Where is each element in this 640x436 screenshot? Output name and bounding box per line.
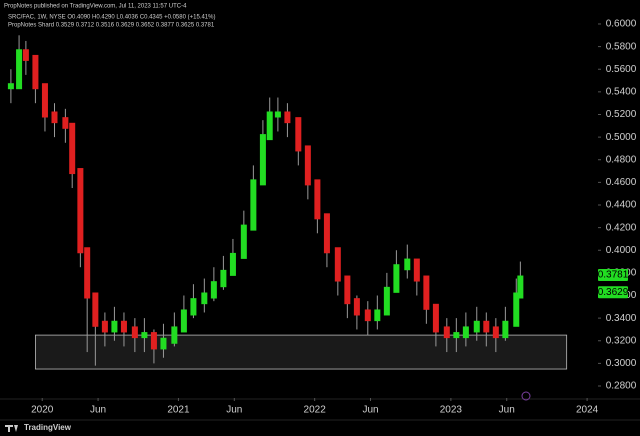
candle-body bbox=[443, 326, 450, 339]
candle-body bbox=[190, 298, 197, 316]
candle-body bbox=[364, 309, 371, 322]
candle-body bbox=[141, 332, 148, 339]
candle-body bbox=[180, 309, 187, 333]
price-label-box bbox=[598, 269, 628, 282]
candle-body bbox=[101, 320, 108, 333]
candle-body bbox=[462, 326, 469, 339]
candle-body bbox=[32, 54, 39, 90]
y-tick-label: 0.3200 bbox=[606, 335, 637, 346]
candle-body bbox=[77, 168, 84, 254]
price-label: 0.3781 bbox=[598, 270, 629, 281]
candle-body bbox=[353, 298, 360, 316]
candle-body bbox=[304, 145, 311, 186]
candle-body bbox=[150, 332, 157, 350]
candle-body bbox=[51, 111, 58, 124]
candle-body bbox=[16, 49, 23, 90]
candle-body bbox=[323, 213, 330, 254]
price-label: 0.3629 bbox=[598, 287, 629, 298]
price-label-box bbox=[598, 286, 628, 299]
y-tick-label: 0.5600 bbox=[606, 64, 637, 75]
y-tick-label: 0.4400 bbox=[606, 200, 637, 211]
event-icon[interactable] bbox=[521, 391, 531, 401]
candle-body bbox=[259, 134, 266, 186]
y-tick-label: 0.4800 bbox=[606, 154, 637, 165]
candle-body bbox=[473, 320, 480, 333]
y-tick-label: 0.5000 bbox=[606, 132, 637, 143]
footer-logo: TradingView bbox=[24, 423, 72, 432]
x-tick-label: 2023 bbox=[440, 405, 463, 416]
candle-body bbox=[131, 326, 138, 339]
y-tick-label: 0.6000 bbox=[606, 19, 637, 30]
candle-body bbox=[453, 332, 460, 339]
candle-body bbox=[432, 303, 439, 333]
x-tick-label: 2021 bbox=[167, 405, 190, 416]
candle-body bbox=[84, 247, 91, 299]
x-tick-label: 2024 bbox=[576, 405, 599, 416]
candle-body bbox=[201, 292, 208, 305]
candle-body bbox=[517, 275, 524, 299]
x-tick-label: 2022 bbox=[304, 405, 327, 416]
candle-body bbox=[413, 258, 420, 282]
candle-body bbox=[220, 269, 227, 288]
candle-body bbox=[41, 83, 48, 118]
x-tick-label: Jun bbox=[362, 405, 378, 416]
x-tick-label: Jun bbox=[90, 405, 106, 416]
candle-body bbox=[284, 111, 291, 124]
candle-body bbox=[344, 275, 351, 305]
x-tick-label: 2020 bbox=[31, 405, 54, 416]
candle-body bbox=[513, 292, 520, 327]
indicator-line: PropNotes Shard 0.3529 0.3712 0.3516 0.3… bbox=[8, 23, 215, 29]
candle-body bbox=[240, 224, 247, 259]
y-tick-label: 0.5200 bbox=[606, 109, 637, 120]
candle-body bbox=[295, 117, 302, 152]
y-tick-label: 0.4000 bbox=[606, 245, 637, 256]
x-tick-label: Jun bbox=[226, 405, 242, 416]
candle-body bbox=[92, 292, 99, 327]
candle-body bbox=[22, 49, 29, 61]
candle-body bbox=[393, 264, 400, 293]
candle-body bbox=[374, 309, 381, 322]
candle-body bbox=[210, 281, 217, 299]
candle-body bbox=[423, 275, 430, 310]
publisher: PropNotes published on TradingView.com, … bbox=[4, 4, 187, 10]
candle-body bbox=[229, 252, 236, 276]
logo-icon bbox=[5, 425, 18, 432]
y-tick-label: 0.5800 bbox=[606, 41, 637, 52]
symbol-line: SRC/FAC, 1W, NYSE O0.4090 H0.4290 L0.403… bbox=[8, 15, 215, 21]
candle-body bbox=[250, 179, 257, 231]
candle-body bbox=[62, 117, 69, 129]
y-tick-label: 0.5400 bbox=[606, 87, 637, 98]
support-zone bbox=[35, 334, 568, 370]
candle-body bbox=[171, 326, 178, 344]
candle-body bbox=[314, 179, 321, 220]
candle-body bbox=[7, 83, 14, 90]
candle-body bbox=[334, 247, 341, 282]
y-tick-label: 0.4600 bbox=[606, 177, 637, 188]
candle-body bbox=[111, 320, 118, 333]
candle-body bbox=[383, 286, 390, 316]
y-tick-label: 0.4200 bbox=[606, 222, 637, 233]
candle-body bbox=[120, 320, 127, 333]
y-tick-label: 0.3400 bbox=[606, 313, 637, 324]
y-tick-label: 0.3000 bbox=[606, 358, 637, 369]
candle-body bbox=[404, 258, 411, 271]
candle-body bbox=[502, 320, 509, 339]
candle-body bbox=[266, 111, 273, 141]
candle-body bbox=[160, 337, 167, 350]
y-tick-label: 0.2800 bbox=[606, 381, 637, 392]
candle-body bbox=[483, 320, 490, 333]
x-tick-label: Jun bbox=[499, 405, 515, 416]
candle-body bbox=[492, 326, 499, 339]
candle-body bbox=[69, 122, 76, 175]
candle-body bbox=[274, 111, 281, 118]
